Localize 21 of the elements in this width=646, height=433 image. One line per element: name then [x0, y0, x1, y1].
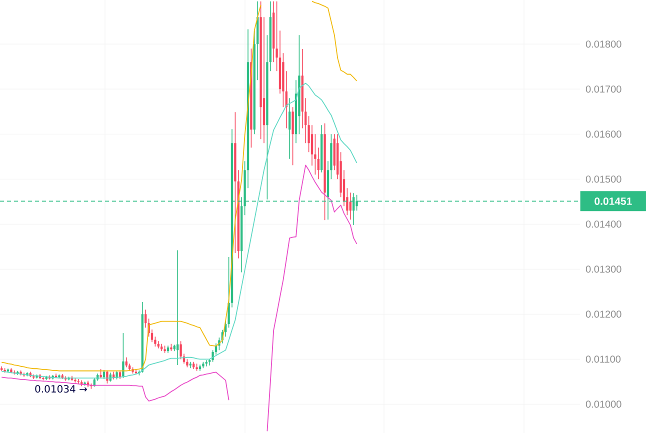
y-tick-label: 0.01700: [586, 86, 622, 93]
y-tick-label: 0.01500: [586, 176, 622, 183]
ref-line-label: 0.01451: [594, 197, 632, 205]
candlestick: [122, 332, 124, 378]
candlestick: [77, 378, 80, 384]
y-tick-label: 0.01300: [586, 266, 622, 273]
y-tick-label: 0.01000: [586, 400, 622, 408]
candlestick: [349, 192, 352, 220]
candlestick: [125, 356, 128, 368]
y-tick-label: 0.01400: [586, 220, 622, 228]
y-tick-label: 0.01100: [586, 356, 621, 363]
candlestick: [292, 106, 294, 166]
candlestick: [310, 124, 314, 166]
candlestick: [100, 368, 102, 378]
candlestick: [317, 147, 320, 180]
y-tick-label: 0.01800: [586, 40, 622, 48]
y-tick-label: 0.01200: [586, 310, 622, 318]
candlestick: [288, 98, 291, 160]
annotation: 0.01034 →: [35, 385, 87, 393]
y-tick-label: 0.01600: [586, 130, 622, 138]
candlestick: [180, 340, 182, 360]
